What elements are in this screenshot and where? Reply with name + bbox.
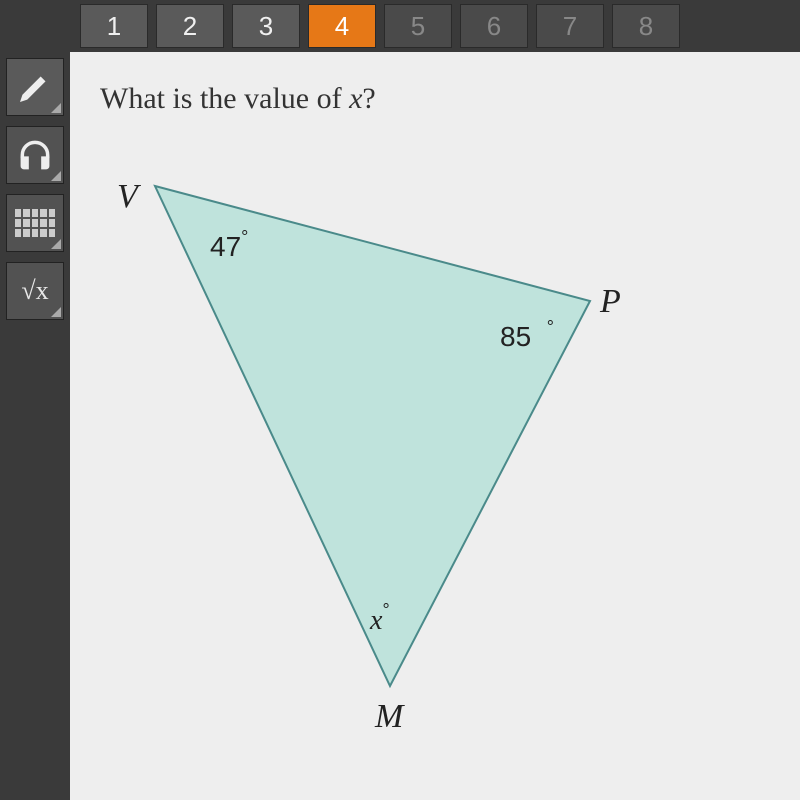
question-variable: x <box>349 82 362 115</box>
formula-tool[interactable]: √x <box>6 262 64 320</box>
tab-6: 6 <box>460 4 528 48</box>
pencil-tool[interactable] <box>6 58 64 116</box>
degree-symbol: ° <box>382 600 389 620</box>
tab-1[interactable]: 1 <box>80 4 148 48</box>
vertex-label-v: V <box>117 178 138 216</box>
angle-p-value: 85 <box>500 321 531 352</box>
question-content: What is the value of x? V P M 47° 85 ° x… <box>70 52 800 800</box>
vertex-label-p: P <box>600 283 621 321</box>
tab-7: 7 <box>536 4 604 48</box>
tab-5: 5 <box>384 4 452 48</box>
headphones-icon <box>16 136 54 174</box>
angle-v-value: 47 <box>210 231 241 262</box>
tab-3[interactable]: 3 <box>232 4 300 48</box>
calculator-tool[interactable] <box>6 194 64 252</box>
question-suffix: ? <box>362 82 375 115</box>
audio-tool[interactable] <box>6 126 64 184</box>
tab-4[interactable]: 4 <box>308 4 376 48</box>
degree-symbol: ° <box>241 227 248 247</box>
angle-m-value: x <box>370 605 382 636</box>
tab-8: 8 <box>612 4 680 48</box>
tab-2[interactable]: 2 <box>156 4 224 48</box>
triangle-figure: V P M 47° 85 ° x° <box>100 146 660 706</box>
question-text: What is the value of x? <box>100 82 770 116</box>
angle-label-p: 85 ° <box>500 321 554 353</box>
question-tabs: 1 2 3 4 5 6 7 8 <box>0 0 800 52</box>
pencil-icon <box>18 70 52 104</box>
tool-sidebar: √x <box>0 52 70 800</box>
angle-label-m: x° <box>370 604 390 637</box>
angle-label-v: 47° <box>210 231 248 263</box>
calculator-icon <box>15 209 55 237</box>
vertex-label-m: M <box>375 698 403 736</box>
sqrt-icon: √x <box>21 276 48 306</box>
main-row: √x What is the value of x? V P M 47° 85 … <box>0 52 800 800</box>
question-prefix: What is the value of <box>100 82 349 115</box>
degree-symbol: ° <box>547 317 554 337</box>
